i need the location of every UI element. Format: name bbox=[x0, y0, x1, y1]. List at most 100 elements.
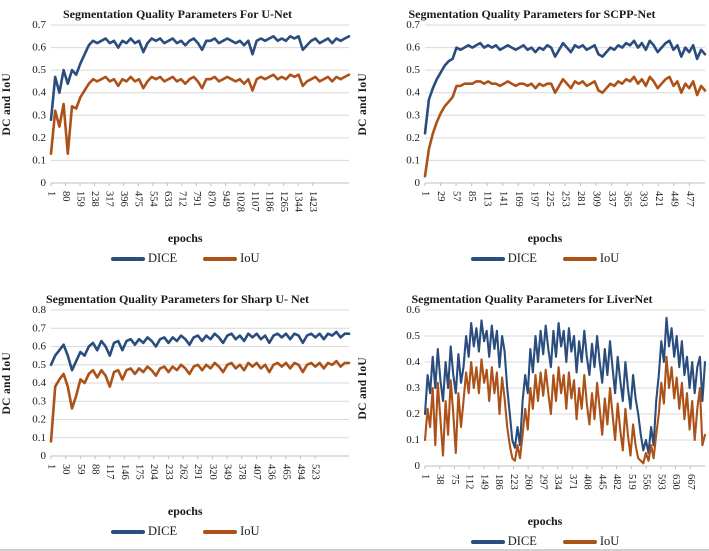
legend-label-iou: IoU bbox=[240, 251, 260, 265]
svg-text:29: 29 bbox=[435, 191, 446, 202]
chart-title-scppnet: Segmentation Quality Parameters for SCPP… bbox=[408, 7, 656, 21]
svg-text:0.5: 0.5 bbox=[406, 330, 420, 342]
svg-text:146: 146 bbox=[119, 464, 130, 480]
iou-line-swatch bbox=[562, 256, 597, 261]
livernet-chart-canvas: 0.6 0.5 0.4 0.3 0.2 0.1 0 1 38 75 112 149 186 223 260 2… bbox=[406, 306, 707, 491]
svg-text:0.2: 0.2 bbox=[406, 132, 420, 144]
svg-text:320: 320 bbox=[207, 464, 218, 480]
x-axis-label: epochs bbox=[167, 504, 203, 518]
sharp-unet-chart-panel: Segmentation Quality Parameters for Shar… bbox=[0, 285, 355, 549]
iou-line-swatch bbox=[562, 539, 597, 544]
svg-text:1: 1 bbox=[46, 464, 57, 469]
svg-text:407: 407 bbox=[251, 464, 262, 480]
svg-text:712: 712 bbox=[176, 191, 187, 207]
svg-text:159: 159 bbox=[75, 191, 86, 207]
legend: DICE IoU bbox=[445, 251, 619, 266]
svg-text:0.2: 0.2 bbox=[32, 132, 46, 144]
svg-text:0.1: 0.1 bbox=[32, 154, 46, 166]
svg-text:0.4: 0.4 bbox=[32, 377, 46, 389]
y-axis-label: DC and IoU bbox=[1, 72, 13, 136]
svg-text:1186: 1186 bbox=[264, 191, 275, 212]
dice-line-swatch bbox=[110, 529, 145, 534]
svg-text:149: 149 bbox=[478, 474, 489, 490]
svg-text:393: 393 bbox=[637, 191, 648, 207]
svg-text:141: 141 bbox=[497, 191, 508, 207]
x-axis-label: epochs bbox=[167, 231, 203, 245]
svg-text:75: 75 bbox=[449, 474, 460, 485]
svg-text:0.7: 0.7 bbox=[32, 21, 46, 31]
legend-item-dice: DICE bbox=[470, 534, 537, 549]
legend-item-dice: DICE bbox=[470, 251, 537, 266]
svg-text:371: 371 bbox=[567, 474, 578, 490]
iou-line-swatch bbox=[203, 529, 238, 534]
svg-text:291: 291 bbox=[192, 464, 203, 480]
svg-text:0: 0 bbox=[41, 450, 47, 462]
svg-text:0: 0 bbox=[415, 460, 421, 472]
iou-line-swatch bbox=[203, 256, 238, 261]
svg-text:365: 365 bbox=[622, 191, 633, 207]
legend-item-iou: IoU bbox=[203, 251, 260, 266]
svg-text:494: 494 bbox=[295, 464, 306, 481]
svg-text:112: 112 bbox=[464, 474, 475, 489]
svg-text:449: 449 bbox=[668, 191, 679, 207]
svg-text:556: 556 bbox=[641, 474, 652, 490]
svg-text:297: 297 bbox=[537, 474, 548, 490]
svg-text:0.4: 0.4 bbox=[406, 356, 420, 368]
svg-text:0.1: 0.1 bbox=[406, 434, 420, 446]
svg-text:593: 593 bbox=[655, 474, 666, 490]
svg-text:0.3: 0.3 bbox=[406, 382, 420, 394]
svg-text:0.1: 0.1 bbox=[32, 432, 46, 444]
svg-text:0.3: 0.3 bbox=[32, 395, 46, 407]
svg-text:870: 870 bbox=[205, 191, 216, 207]
svg-text:0.6: 0.6 bbox=[32, 341, 46, 353]
svg-text:0.3: 0.3 bbox=[32, 109, 46, 121]
svg-text:1: 1 bbox=[46, 191, 57, 196]
svg-text:0: 0 bbox=[41, 177, 47, 189]
svg-text:169: 169 bbox=[513, 191, 524, 207]
svg-text:175: 175 bbox=[134, 464, 145, 480]
sharp-unet-chart-canvas: 0.8 0.7 0.6 0.5 0.4 0.3 0.2 0.1 0 1 30 59 88 117 146 17… bbox=[32, 306, 351, 481]
legend: DICE IoU bbox=[445, 534, 619, 549]
svg-text:1028: 1028 bbox=[235, 191, 246, 212]
svg-text:197: 197 bbox=[528, 191, 539, 207]
chart-body: DC and IoU 0.7 0.6 0.5 0.4 0.3 0.2 0.1 0 1 29 57 85… bbox=[357, 21, 707, 231]
chart-body: DC and IoU 0.6 0.5 0.4 0.3 0.2 0.1 0 1 38 75 112 14… bbox=[357, 306, 707, 514]
legend-label-iou: IoU bbox=[240, 524, 260, 538]
dice-line-swatch bbox=[110, 256, 145, 261]
svg-text:309: 309 bbox=[591, 191, 602, 207]
y-axis-label: DC and IoU bbox=[357, 72, 369, 136]
svg-text:0: 0 bbox=[415, 177, 421, 189]
svg-text:475: 475 bbox=[133, 191, 144, 207]
svg-text:445: 445 bbox=[596, 474, 607, 490]
svg-text:519: 519 bbox=[626, 474, 637, 490]
svg-text:465: 465 bbox=[280, 464, 291, 480]
legend: DICE IoU bbox=[95, 251, 260, 266]
svg-text:57: 57 bbox=[451, 191, 462, 202]
svg-text:281: 281 bbox=[575, 191, 586, 207]
svg-text:408: 408 bbox=[582, 474, 593, 490]
svg-text:0.1: 0.1 bbox=[406, 154, 420, 166]
svg-text:223: 223 bbox=[508, 474, 519, 490]
legend-item-dice: DICE bbox=[110, 251, 177, 266]
chart-title-livernet: Segmentation Quality Parameters for Live… bbox=[411, 292, 653, 306]
svg-text:0.6: 0.6 bbox=[406, 42, 420, 54]
svg-text:1265: 1265 bbox=[278, 191, 289, 212]
svg-text:0.5: 0.5 bbox=[32, 359, 46, 371]
legend-label-dice: DICE bbox=[507, 534, 537, 548]
svg-text:233: 233 bbox=[163, 464, 174, 480]
svg-text:1: 1 bbox=[420, 474, 431, 479]
svg-text:633: 633 bbox=[162, 191, 173, 207]
y-axis-label: DC and IoU bbox=[1, 351, 13, 415]
svg-text:337: 337 bbox=[606, 191, 617, 207]
svg-text:0.7: 0.7 bbox=[406, 21, 420, 31]
svg-text:0.6: 0.6 bbox=[32, 42, 46, 54]
svg-text:396: 396 bbox=[118, 191, 129, 207]
svg-text:59: 59 bbox=[75, 464, 86, 475]
legend-label-dice: DICE bbox=[507, 251, 537, 265]
legend-item-iou: IoU bbox=[562, 534, 619, 549]
dice-line-swatch bbox=[470, 256, 505, 261]
svg-text:0.4: 0.4 bbox=[32, 87, 46, 99]
svg-text:667: 667 bbox=[685, 474, 696, 490]
chart-body: DC and IoU 0.7 0.6 0.5 0.4 0.3 0.2 0.1 0 1 80 159 2… bbox=[1, 21, 354, 231]
